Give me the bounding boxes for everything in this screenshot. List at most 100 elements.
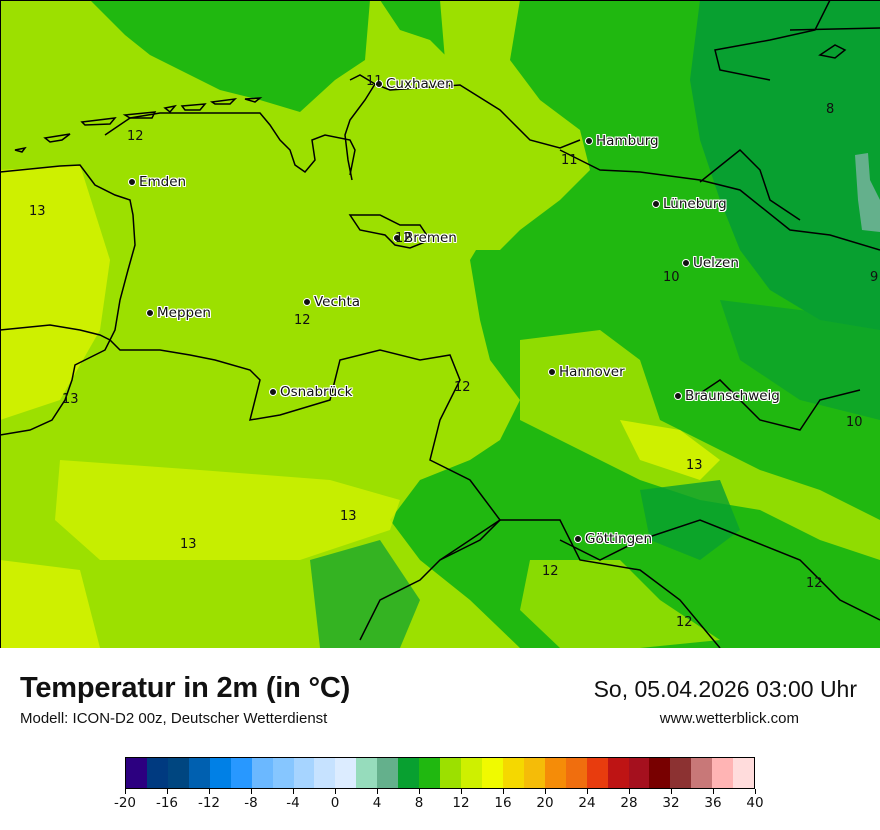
colorbar-segment <box>377 758 399 788</box>
colorbar-tick-label: 24 <box>578 795 596 811</box>
colorbar-ticks: -20 -16 -12 -8 -4 0 4 8 12 16 20 24 28 32 36 40 <box>114 789 764 819</box>
city-dot-icon <box>574 535 582 543</box>
contour-label: 12 <box>127 129 144 144</box>
colorbar-tick-label: 36 <box>704 795 722 811</box>
colorbar-tick <box>293 789 294 794</box>
colorbar-tick-label: 28 <box>620 795 638 811</box>
city-dot-icon <box>269 388 277 396</box>
colorbar-segment <box>670 758 692 788</box>
contour-label: 11 <box>366 74 383 89</box>
colorbar-tick <box>587 789 588 794</box>
colorbar-tick <box>503 789 504 794</box>
website-credit: www.wetterblick.com <box>659 710 799 727</box>
colorbar-tick-label: -4 <box>286 795 300 811</box>
city-dot-icon <box>393 234 401 242</box>
colorbar-segment <box>502 758 524 788</box>
city-dot-icon <box>303 298 311 306</box>
colorbar-tick <box>377 789 378 794</box>
colorbar-tick-label: 40 <box>746 795 764 811</box>
colorbar-tick <box>755 789 756 794</box>
contour-label: 11 <box>561 153 578 168</box>
contour-label: 9 <box>870 270 879 285</box>
city-dot-icon <box>146 309 154 317</box>
colorbar-tick <box>629 789 630 794</box>
city-dot-icon <box>682 259 690 267</box>
colorbar-segment <box>691 758 713 788</box>
city-marker-vechta: Vechta <box>303 294 360 310</box>
contour-label: 12 <box>806 576 823 591</box>
temperature-map: Cuxhaven Hamburg Emden Lüneburg Bremen U… <box>0 0 880 648</box>
colorbar-segment <box>272 758 294 788</box>
contour-label: 13 <box>340 509 357 524</box>
colorbar-tick-label: 12 <box>452 795 470 811</box>
colorbar-tick-label: 16 <box>494 795 512 811</box>
city-marker-goettingen: Göttingen <box>574 531 652 547</box>
colorbar-segment <box>565 758 587 788</box>
colorbar-segment <box>649 758 671 788</box>
city-marker-bremen: Bremen <box>393 230 457 246</box>
colorbar-segment <box>146 758 168 788</box>
colorbar-tick <box>671 789 672 794</box>
city-dot-icon <box>548 368 556 376</box>
colorbar-segment <box>314 758 336 788</box>
colorbar-tick-label: 4 <box>372 795 382 811</box>
colorbar-segment <box>209 758 231 788</box>
colorbar-segment <box>230 758 252 788</box>
colorbar-segment <box>251 758 273 788</box>
colorbar-segment <box>188 758 210 788</box>
city-marker-braunschweig: Braunschweig <box>674 388 780 404</box>
city-marker-meppen: Meppen <box>146 305 211 321</box>
colorbar-segment <box>523 758 545 788</box>
colorbar-segment <box>167 758 189 788</box>
colorbar-tick <box>419 789 420 794</box>
city-marker-emden: Emden <box>128 174 186 190</box>
colorbar-tick-label: 0 <box>330 795 340 811</box>
colorbar-tick <box>251 789 252 794</box>
colorbar-segment <box>733 758 755 788</box>
colorbar-tick <box>167 789 168 794</box>
city-marker-osnabrueck: Osnabrück <box>269 384 352 400</box>
contour-label: 13 <box>180 537 197 552</box>
contour-label: 12 <box>676 615 693 630</box>
city-dot-icon <box>674 392 682 400</box>
colorbar-segment <box>544 758 566 788</box>
colorbar-segment <box>356 758 378 788</box>
colorbar-tick <box>713 789 714 794</box>
contour-label: 13 <box>62 392 79 407</box>
colorbar-segment <box>481 758 503 788</box>
forecast-datetime: So, 05.04.2026 03:00 Uhr <box>593 676 857 702</box>
colorbar-segment <box>293 758 315 788</box>
colorbar-segment <box>440 758 461 788</box>
colorbar <box>125 757 755 789</box>
contour-label: 12 <box>454 380 471 395</box>
colorbar-tick <box>209 789 210 794</box>
colorbar-segment <box>586 758 608 788</box>
city-marker-uelzen: Uelzen <box>682 255 739 271</box>
city-dot-icon <box>128 178 136 186</box>
colorbar-tick <box>545 789 546 794</box>
colorbar-segment <box>335 758 357 788</box>
colorbar-tick-label: 32 <box>662 795 680 811</box>
contour-label: 12 <box>294 313 311 328</box>
contour-label: 12 <box>395 231 412 246</box>
chart-title: Temperatur in 2m (in °C) <box>20 672 351 704</box>
colorbar-segment <box>398 758 420 788</box>
colorbar-tick <box>335 789 336 794</box>
colorbar-segment <box>628 758 650 788</box>
city-dot-icon <box>585 137 593 145</box>
contour-label: 8 <box>826 102 835 117</box>
colorbar-segment <box>461 758 482 788</box>
temperature-field <box>0 0 880 648</box>
colorbar-segment <box>607 758 629 788</box>
colorbar-segment <box>419 758 441 788</box>
contour-label: 12 <box>542 564 559 579</box>
contour-label: 10 <box>846 415 863 430</box>
contour-label: 13 <box>686 458 703 473</box>
model-source: Modell: ICON-D2 00z, Deutscher Wetterdie… <box>20 710 328 727</box>
colorbar-tick <box>461 789 462 794</box>
city-marker-hamburg: Hamburg <box>585 133 659 149</box>
city-dot-icon <box>375 80 383 88</box>
city-marker-hannover: Hannover <box>548 364 625 380</box>
colorbar-tick-label: 8 <box>414 795 424 811</box>
colorbar-tick-label: -20 <box>113 795 137 811</box>
